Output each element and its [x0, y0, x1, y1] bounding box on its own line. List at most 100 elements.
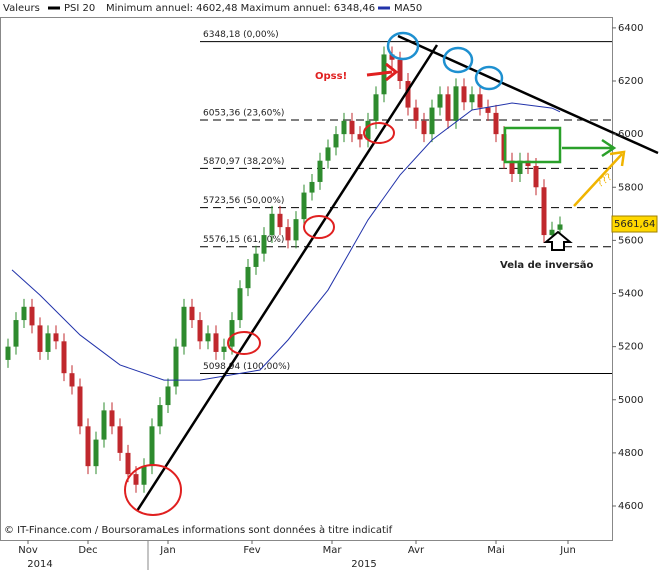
- y-tick-label: 6200: [618, 76, 643, 87]
- candle-body: [93, 439, 99, 467]
- candle-body: [165, 386, 171, 406]
- candle-body: [149, 426, 155, 467]
- x-tick-label: Nov: [18, 545, 38, 556]
- y-tick-label: 4800: [618, 448, 643, 459]
- grid: 6348,18 (0,00%) 6053,36 (23,60%) 5870,97 (…: [200, 30, 612, 374]
- candle-body: [421, 120, 427, 135]
- y-tick-label: 5200: [618, 342, 643, 353]
- circle: [227, 331, 261, 355]
- candle-body: [341, 120, 347, 135]
- candle-body: [437, 94, 443, 108]
- candle-body: [45, 333, 51, 352]
- candle-body: [357, 134, 363, 140]
- candle-body: [557, 224, 563, 230]
- candle-body: [333, 134, 339, 148]
- footer: © IT-Finance.com / BoursoramaLes informa…: [4, 524, 393, 536]
- candle-body: [349, 120, 355, 135]
- circle: [474, 65, 504, 91]
- candle-body: [85, 426, 91, 467]
- arrow: [385, 62, 399, 82]
- last-price-label: 5661,64: [614, 219, 655, 230]
- candle-body: [405, 81, 411, 108]
- year-label: 2015: [351, 559, 376, 570]
- candle-body: [5, 346, 11, 360]
- ma-line: [11, 102, 561, 381]
- candle-body: [77, 386, 83, 427]
- candle-body: [117, 426, 123, 453]
- candle-body: [29, 306, 35, 326]
- box: [503, 126, 562, 164]
- trend-line: [397, 34, 659, 155]
- candle-body: [101, 410, 107, 440]
- fib-label: 6348,18 (0,00%): [203, 30, 279, 40]
- header-stats: Minimum annuel: 4602,48 Maximum annuel: …: [106, 3, 375, 14]
- candle-body: [205, 333, 211, 342]
- candle-body: [317, 160, 323, 182]
- candle-body: [445, 94, 451, 121]
- candle-body: [197, 320, 203, 342]
- arrow: [562, 138, 617, 158]
- fib-label: 5098,94 (100,00%): [203, 362, 290, 372]
- candle-body: [13, 320, 19, 347]
- candle-body: [213, 333, 219, 352]
- candle-body: [293, 219, 299, 241]
- candle-body: [37, 325, 43, 352]
- candle-body: [133, 474, 139, 485]
- year-label: 2014: [27, 559, 52, 570]
- y-tick-label: 5400: [618, 289, 643, 300]
- candle-body: [269, 213, 275, 236]
- y-tick-label: 5600: [618, 235, 643, 246]
- x-tick-label: Mar: [323, 545, 343, 556]
- candle-body: [245, 266, 251, 289]
- candle-body: [397, 59, 403, 82]
- candle-body: [141, 466, 147, 485]
- fib-label: 6053,36 (23,60%): [203, 108, 284, 118]
- y-tick-label: 5000: [618, 395, 643, 406]
- circle: [386, 31, 420, 61]
- candle-body: [181, 306, 187, 347]
- candle-body: [389, 54, 395, 60]
- candle-body: [541, 187, 547, 236]
- annotation: Opss!: [315, 71, 347, 82]
- candle-body: [61, 341, 67, 374]
- candle-body: [69, 373, 75, 387]
- candle-body: [221, 346, 227, 352]
- candle-body: [493, 112, 499, 135]
- annotations: Opss! Vela de inversão ???: [124, 31, 659, 516]
- chart-title: PSI 20: [64, 3, 95, 14]
- candle-body: [253, 253, 259, 267]
- candle-body: [157, 405, 163, 427]
- fib-label: 5576,15 (61,80%): [203, 235, 284, 245]
- candle-body: [261, 235, 267, 254]
- circle: [124, 464, 182, 516]
- candle-body: [533, 166, 539, 188]
- arrow: [573, 150, 626, 207]
- candle-body: [325, 147, 331, 161]
- legend-label: MA50: [394, 3, 422, 14]
- candle-body: [21, 306, 27, 321]
- arrow: [366, 70, 393, 77]
- trend-line: [135, 44, 439, 512]
- candle-body: [301, 192, 307, 220]
- candle-body: [517, 160, 523, 174]
- arrow: [543, 230, 573, 251]
- candle-body: [525, 160, 531, 167]
- candle-body: [477, 94, 483, 108]
- circle: [303, 215, 335, 239]
- circle: [363, 122, 395, 144]
- candle-body: [365, 120, 371, 140]
- header-label: Valeurs: [3, 3, 40, 14]
- x-tick-label: Jan: [159, 545, 175, 556]
- x-tick-label: Dec: [78, 545, 97, 556]
- x-tick-label: Fev: [243, 545, 260, 556]
- candle-body: [373, 94, 379, 121]
- last-price-box: [611, 215, 658, 233]
- fib-label: 5870,97 (38,20%): [203, 157, 284, 167]
- candle-body: [461, 86, 467, 103]
- x-tick-label: Mai: [487, 545, 505, 556]
- y-tick-label: 6400: [618, 23, 643, 34]
- candle-body: [413, 107, 419, 121]
- candle-body: [277, 213, 283, 228]
- candle-body: [509, 160, 515, 174]
